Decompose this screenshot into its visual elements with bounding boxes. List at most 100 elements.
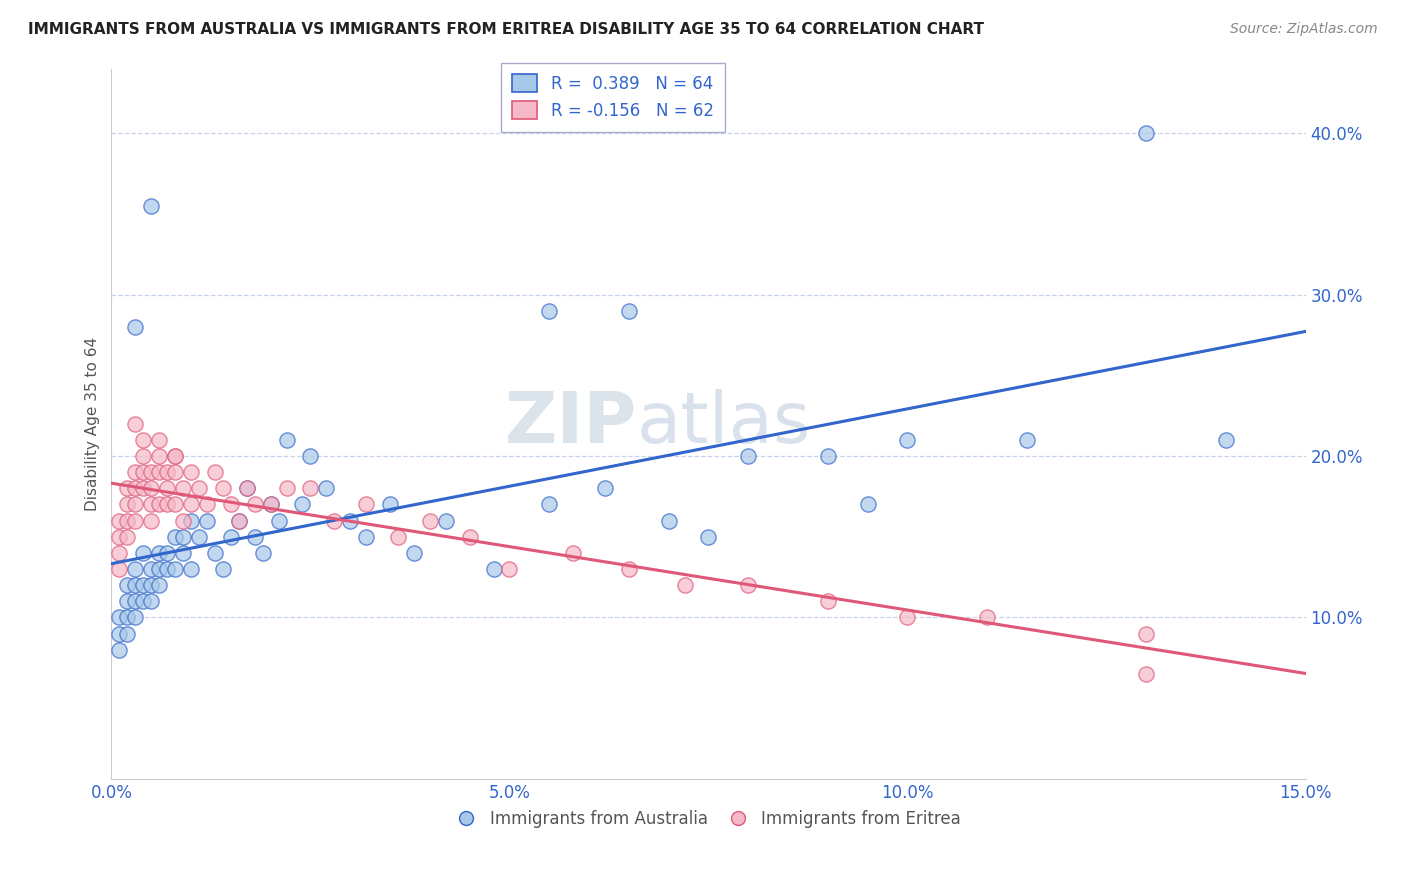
Point: [124, 594, 146, 608]
Point: [195, 514, 218, 528]
Point: [156, 481, 179, 495]
Point: [132, 465, 155, 479]
Point: [165, 498, 187, 512]
Point: [172, 530, 194, 544]
Point: [124, 578, 146, 592]
Point: [141, 514, 163, 528]
Point: [108, 530, 131, 544]
Point: [124, 610, 146, 624]
Point: [117, 530, 139, 544]
Point: [124, 514, 146, 528]
Point: [132, 546, 155, 560]
Point: [132, 594, 155, 608]
Point: [132, 449, 155, 463]
Point: [148, 449, 170, 463]
Point: [219, 530, 242, 544]
Point: [148, 578, 170, 592]
Y-axis label: Disability Age 35 to 64: Disability Age 35 to 64: [86, 336, 100, 511]
Point: [593, 481, 616, 495]
Point: [419, 514, 441, 528]
Point: [117, 514, 139, 528]
Point: [188, 530, 211, 544]
Point: [673, 578, 696, 592]
Point: [538, 303, 561, 318]
Point: [267, 514, 290, 528]
Point: [276, 433, 298, 447]
Point: [228, 514, 250, 528]
Point: [562, 546, 585, 560]
Point: [165, 465, 187, 479]
Point: [1015, 433, 1038, 447]
Point: [165, 562, 187, 576]
Point: [108, 626, 131, 640]
Point: [108, 562, 131, 576]
Point: [124, 417, 146, 431]
Point: [1135, 126, 1157, 140]
Text: Source: ZipAtlas.com: Source: ZipAtlas.com: [1230, 22, 1378, 37]
Point: [856, 498, 879, 512]
Point: [148, 546, 170, 560]
Point: [108, 514, 131, 528]
Point: [132, 433, 155, 447]
Point: [148, 433, 170, 447]
Point: [108, 642, 131, 657]
Point: [299, 481, 322, 495]
Point: [458, 530, 481, 544]
Point: [976, 610, 998, 624]
Point: [188, 481, 211, 495]
Point: [124, 319, 146, 334]
Point: [896, 433, 918, 447]
Point: [817, 449, 839, 463]
Point: [148, 465, 170, 479]
Point: [259, 498, 281, 512]
Point: [697, 530, 720, 544]
Point: [141, 498, 163, 512]
Point: [117, 610, 139, 624]
Point: [259, 498, 281, 512]
Point: [817, 594, 839, 608]
Point: [737, 578, 759, 592]
Point: [156, 465, 179, 479]
Point: [617, 303, 640, 318]
Point: [1135, 626, 1157, 640]
Point: [354, 530, 377, 544]
Point: [180, 562, 202, 576]
Point: [235, 481, 257, 495]
Point: [141, 481, 163, 495]
Point: [165, 530, 187, 544]
Point: [482, 562, 505, 576]
Legend: Immigrants from Australia, Immigrants from Eritrea: Immigrants from Australia, Immigrants fr…: [450, 803, 967, 835]
Point: [141, 578, 163, 592]
Point: [402, 546, 425, 560]
Point: [124, 465, 146, 479]
Point: [117, 481, 139, 495]
Point: [172, 514, 194, 528]
Point: [339, 514, 361, 528]
Point: [124, 562, 146, 576]
Point: [204, 465, 226, 479]
Point: [243, 530, 266, 544]
Point: [617, 562, 640, 576]
Point: [243, 498, 266, 512]
Point: [737, 449, 759, 463]
Point: [228, 514, 250, 528]
Point: [387, 530, 409, 544]
Point: [291, 498, 314, 512]
Point: [156, 562, 179, 576]
Point: [180, 465, 202, 479]
Point: [195, 498, 218, 512]
Point: [165, 449, 187, 463]
Point: [117, 498, 139, 512]
Point: [235, 481, 257, 495]
Point: [1135, 667, 1157, 681]
Point: [354, 498, 377, 512]
Point: [252, 546, 274, 560]
Point: [141, 594, 163, 608]
Point: [212, 481, 235, 495]
Point: [315, 481, 337, 495]
Point: [124, 498, 146, 512]
Point: [276, 481, 298, 495]
Point: [299, 449, 322, 463]
Point: [132, 578, 155, 592]
Point: [180, 498, 202, 512]
